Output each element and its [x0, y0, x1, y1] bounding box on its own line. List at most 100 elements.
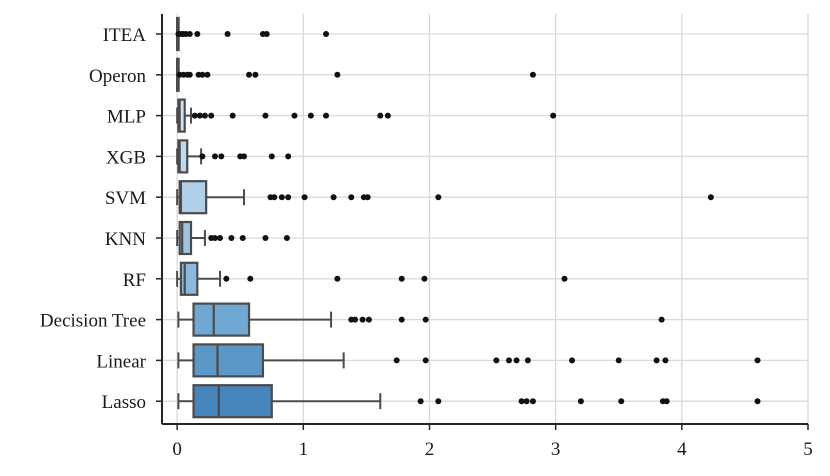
box-iqr	[192, 343, 265, 378]
y-tick-label: SVM	[105, 188, 146, 209]
outlier-point	[211, 235, 218, 241]
outlier-point	[513, 357, 520, 364]
outlier-point	[658, 316, 665, 323]
axis-layer	[156, 14, 809, 430]
outlier-point	[285, 153, 292, 160]
outlier-point	[421, 275, 428, 282]
outlier-point	[417, 398, 424, 405]
outlier-point	[199, 71, 206, 78]
outlier-point	[529, 398, 536, 405]
outlier-point	[208, 112, 215, 119]
outlier-point	[201, 112, 208, 119]
outlier-point	[518, 398, 525, 405]
outlier-point	[194, 31, 201, 37]
outlier-point	[223, 275, 230, 282]
outlier-point	[352, 316, 359, 323]
outlier-point	[246, 71, 253, 78]
outlier-point	[523, 398, 530, 405]
outlier-point	[662, 357, 669, 364]
outlier-point	[252, 71, 259, 78]
outlier-point	[505, 357, 512, 364]
outlier-point	[283, 235, 290, 241]
outlier-point	[384, 112, 391, 119]
outlier-point	[615, 357, 622, 364]
outlier-point	[218, 153, 225, 160]
outlier-point	[217, 235, 224, 241]
outlier-point	[524, 357, 531, 364]
x-tick-label: 4	[677, 439, 687, 460]
outlier-point	[247, 275, 254, 282]
outlier-point	[199, 153, 206, 160]
outlier-point	[291, 112, 298, 119]
box-iqr	[179, 261, 199, 296]
y-tick-label: KNN	[105, 229, 146, 250]
y-tick-label: Linear	[96, 351, 146, 372]
x-tick-label: 2	[425, 439, 435, 460]
outlier-point	[262, 235, 269, 241]
outlier-point	[191, 112, 198, 119]
outlier-point	[348, 194, 355, 201]
outlier-point	[229, 112, 236, 119]
outlier-point	[285, 194, 292, 201]
outlier-point	[569, 357, 576, 364]
outlier-point	[278, 194, 285, 201]
outlier-point	[323, 112, 330, 119]
outlier-point	[422, 316, 429, 323]
outlier-point	[359, 316, 366, 323]
x-tick-label: 0	[172, 439, 182, 460]
x-tick-label: 1	[299, 439, 309, 460]
outlier-point	[263, 31, 270, 37]
outlier-point	[398, 316, 405, 323]
box-iqr	[177, 98, 186, 133]
x-tick-label: 5	[803, 439, 813, 460]
outlier-point	[334, 71, 341, 78]
outlier-point	[239, 235, 246, 241]
outlier-point	[365, 316, 372, 323]
outlier-point	[271, 194, 278, 201]
outlier-point	[393, 357, 400, 364]
outlier-point	[754, 357, 761, 364]
outlier-point	[561, 275, 568, 282]
x-tick-label: 3	[551, 439, 561, 460]
outlier-point	[228, 235, 235, 241]
outlier-point	[224, 31, 231, 37]
box-iqr	[192, 302, 251, 337]
outlier-point	[241, 153, 248, 160]
box-iqr	[177, 139, 189, 174]
outlier-point	[493, 357, 500, 364]
outlier-point	[211, 153, 218, 160]
outlier-point	[186, 31, 193, 37]
y-tick-label: Lasso	[102, 392, 146, 413]
outlier-point	[577, 398, 584, 405]
outlier-point	[435, 194, 442, 201]
outlier-point	[707, 194, 714, 201]
outlier-point	[196, 112, 203, 119]
outlier-point	[550, 112, 557, 119]
box-layer	[175, 16, 761, 419]
box-iqr	[178, 220, 193, 256]
outlier-point	[377, 112, 384, 119]
label-layer: 0 1 2 3 4 5 ITEA Operon MLP XGB SVM KNN RF Decision T…	[40, 25, 813, 460]
y-tick-label: MLP	[107, 107, 146, 128]
outlier-point	[330, 194, 337, 201]
outlier-point	[618, 398, 625, 405]
outlier-point	[301, 194, 308, 201]
y-tick-label: Decision Tree	[40, 311, 146, 332]
box-iqr	[192, 384, 273, 419]
outlier-point	[323, 31, 330, 37]
outlier-point	[663, 398, 670, 405]
outlier-point	[268, 153, 275, 160]
y-tick-label: RF	[123, 270, 146, 291]
box-iqr	[178, 180, 208, 215]
outlier-point	[204, 71, 211, 78]
outlier-point	[422, 357, 429, 364]
outlier-point	[435, 398, 442, 405]
outlier-point	[262, 112, 269, 119]
y-tick-label: ITEA	[103, 25, 147, 46]
y-tick-label: Operon	[89, 66, 146, 87]
outlier-point	[186, 71, 193, 78]
outlier-point	[364, 194, 371, 201]
outlier-point	[653, 357, 660, 364]
outlier-point	[334, 275, 341, 282]
